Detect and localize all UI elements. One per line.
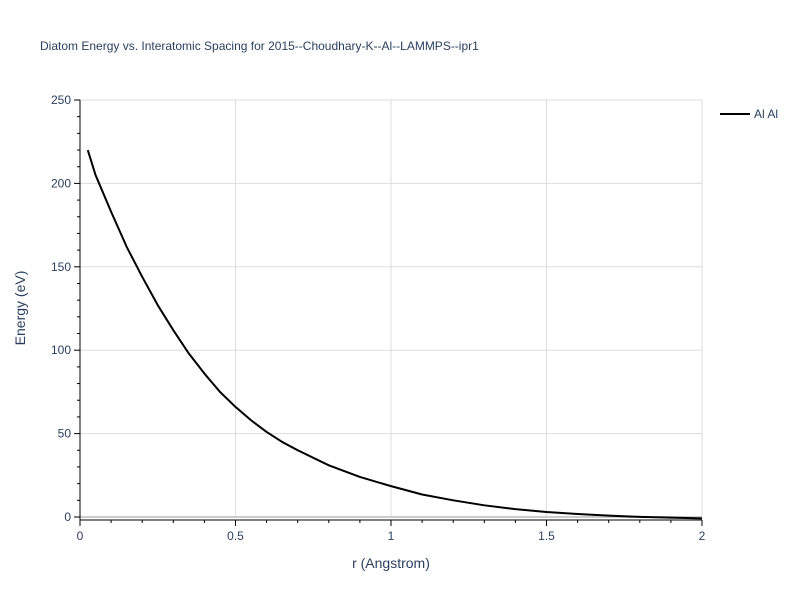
y-tick-label: 0 [64, 510, 71, 524]
x-tick-label: 1.5 [538, 529, 555, 543]
x-tick-label: 0 [77, 529, 84, 543]
legend[interactable]: Al Al [720, 107, 778, 121]
series-layer [86, 149, 703, 520]
x-tick-label: 0.5 [227, 529, 244, 543]
x-tick-label: 1 [388, 529, 395, 543]
grid [80, 99, 703, 518]
y-tick-label: 250 [51, 93, 71, 107]
y-tick-label: 200 [51, 176, 71, 190]
series-line-al-al[interactable] [86, 149, 703, 520]
y-tick-label: 50 [58, 427, 72, 441]
x-tick-label: 2 [699, 529, 706, 543]
chart-title: Diatom Energy vs. Interatomic Spacing fo… [40, 39, 479, 53]
x-axis-label: r (Angstrom) [352, 555, 430, 571]
axes: 0 0.5 1 1.5 2 0 50 100 150 200 250 [51, 93, 706, 543]
y-axis-label: Energy (eV) [12, 271, 28, 346]
y-tick-label: 100 [51, 343, 71, 357]
legend-label-al-al: Al Al [754, 107, 778, 121]
y-tick-label: 150 [51, 260, 71, 274]
